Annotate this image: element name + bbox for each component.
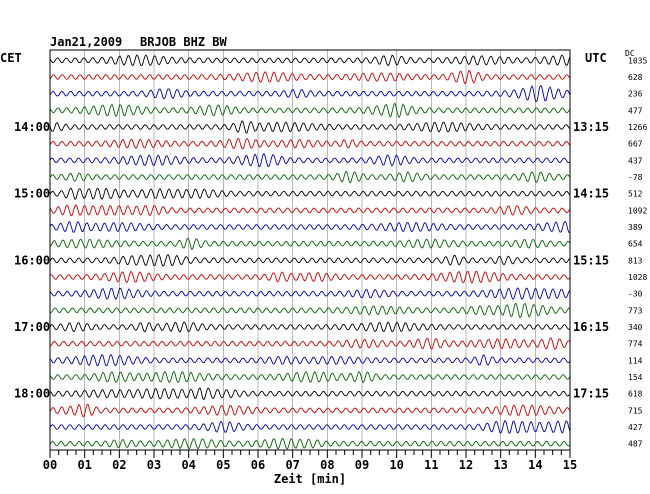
trace-line-13 — [49, 253, 571, 267]
trace-line-10 — [49, 204, 571, 217]
trace-line-8 — [49, 170, 571, 184]
dc-offset-value: 774 — [628, 340, 643, 349]
dc-offset-value: 618 — [628, 390, 643, 399]
x-tick-label: 01 — [77, 458, 91, 472]
dc-offset-value: 715 — [628, 406, 643, 415]
dc-offset-value: 389 — [628, 223, 643, 232]
x-tick-label: 11 — [424, 458, 438, 472]
trace-line-6 — [49, 137, 571, 150]
x-tick-label: 09 — [355, 458, 369, 472]
dc-offset-header: DC — [625, 49, 635, 58]
dc-offset-value: 512 — [628, 190, 643, 199]
trace-line-24 — [49, 437, 571, 450]
trace-line-7 — [49, 152, 571, 168]
trace-line-21 — [49, 387, 571, 401]
right-hour-label: 16:15 — [573, 320, 609, 334]
trace-line-2 — [49, 69, 571, 85]
right-timezone-label: UTC — [585, 51, 607, 65]
left-timezone-label: CET — [0, 51, 22, 65]
x-tick-label: 04 — [181, 458, 195, 472]
left-hour-label: 16:00 — [14, 253, 50, 267]
right-hour-label: 13:15 — [573, 120, 609, 134]
trace-line-22 — [49, 403, 571, 418]
dc-offset-value: 154 — [628, 373, 643, 382]
x-tick-label: 12 — [459, 458, 473, 472]
trace-line-4 — [49, 102, 571, 119]
right-hour-label: 17:15 — [573, 387, 609, 401]
plot-frame — [49, 49, 571, 451]
left-hour-label: 17:00 — [14, 320, 50, 334]
trace-line-16 — [49, 302, 570, 319]
trace-line-19 — [49, 353, 571, 367]
dc-offset-value: 427 — [628, 423, 643, 432]
right-hour-label: 14:15 — [573, 187, 609, 201]
trace-line-23 — [49, 419, 571, 434]
dc-offset-value: 1028 — [628, 273, 647, 282]
left-hour-label: 18:00 — [14, 387, 50, 401]
seismic-traces — [49, 54, 571, 450]
dc-offset-value: 773 — [628, 306, 643, 315]
trace-line-1 — [49, 54, 571, 67]
trace-line-17 — [49, 321, 571, 333]
dc-offset-value: 236 — [628, 90, 643, 99]
x-tick-label: 15 — [563, 458, 577, 472]
x-tick-label: 13 — [493, 458, 507, 472]
dc-offset-value: 340 — [628, 323, 643, 332]
dc-offset-value: 114 — [628, 356, 643, 365]
trace-line-5 — [49, 119, 571, 134]
dc-offset-value: 813 — [628, 256, 643, 265]
x-tick-label: 08 — [320, 458, 334, 472]
trace-line-12 — [49, 237, 571, 251]
dc-offset-value: 667 — [628, 140, 643, 149]
dc-offset-value: 1266 — [628, 123, 647, 132]
trace-line-3 — [49, 84, 571, 103]
x-tick-label: 14 — [528, 458, 542, 472]
x-tick-label: 06 — [251, 458, 265, 472]
trace-line-15 — [49, 287, 571, 301]
dc-offset-value: -30 — [628, 290, 643, 299]
chart-date: Jan21,2009 — [50, 35, 122, 49]
trace-line-20 — [49, 370, 571, 384]
dc-offset-value: 477 — [628, 106, 643, 115]
dc-offset-value: -78 — [628, 173, 643, 182]
x-tick-label: 02 — [112, 458, 126, 472]
dc-offset-value: 1092 — [628, 206, 647, 215]
right-hour-label: 15:15 — [573, 253, 609, 267]
x-axis-title: Zeit [min] — [274, 472, 346, 486]
x-tick-label: 03 — [147, 458, 161, 472]
x-tick-label: 05 — [216, 458, 230, 472]
x-tick-label: 07 — [285, 458, 299, 472]
left-hour-label: 14:00 — [14, 120, 50, 134]
trace-line-9 — [49, 187, 571, 201]
x-tick-label: 00 — [43, 458, 57, 472]
chart-station: BRJOB BHZ BW — [140, 35, 227, 49]
dc-offset-value: 487 — [628, 440, 643, 449]
x-axis-ticks — [49, 450, 571, 458]
trace-line-18 — [49, 337, 571, 350]
minute-gridlines — [84, 50, 536, 450]
trace-line-14 — [49, 270, 571, 284]
left-hour-label: 15:00 — [14, 187, 50, 201]
dc-offset-value: 654 — [628, 240, 643, 249]
dc-offset-value: 1035 — [628, 56, 647, 65]
x-tick-label: 10 — [389, 458, 403, 472]
trace-line-11 — [49, 220, 571, 233]
dc-offset-value: 437 — [628, 156, 643, 165]
dc-offset-value: 628 — [628, 73, 643, 82]
